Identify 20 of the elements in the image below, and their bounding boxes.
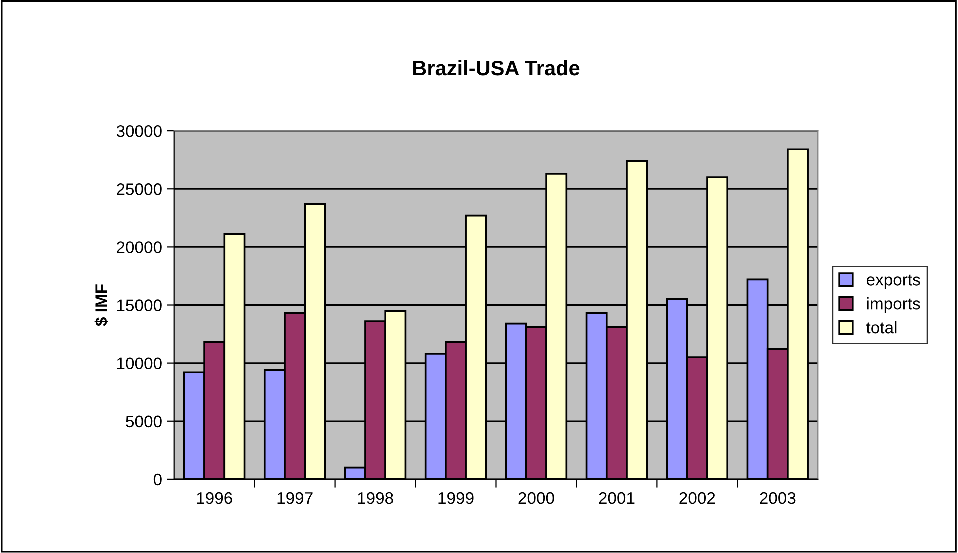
x-tick-label: 1997: [278, 492, 313, 504]
y-tick-label: 20000: [117, 242, 162, 254]
y-tick-label: 10000: [117, 358, 162, 370]
y-tick-label: 5000: [126, 416, 162, 428]
chart-title: Brazil-USA Trade: [414, 60, 580, 76]
x-tick-label: 2003: [760, 492, 796, 504]
x-tick-label: 1999: [438, 492, 474, 504]
x-tick-label: 1996: [197, 492, 232, 504]
x-tick-label: 2002: [680, 492, 716, 504]
y-tick-label: 0: [154, 474, 162, 486]
y-tick-label: 30000: [116, 125, 162, 138]
legend-label: imports: [867, 298, 920, 314]
x-tick-label: 2000: [518, 492, 554, 504]
y-axis-title: $ IMF: [94, 284, 108, 326]
legend-label: total: [866, 321, 897, 334]
x-tick-label: 2001: [599, 492, 635, 504]
legend-label: exports: [866, 274, 920, 290]
y-tick-label: 15000: [117, 300, 162, 312]
x-tick-label: 1998: [358, 492, 394, 504]
y-tick-label: 25000: [117, 184, 162, 196]
